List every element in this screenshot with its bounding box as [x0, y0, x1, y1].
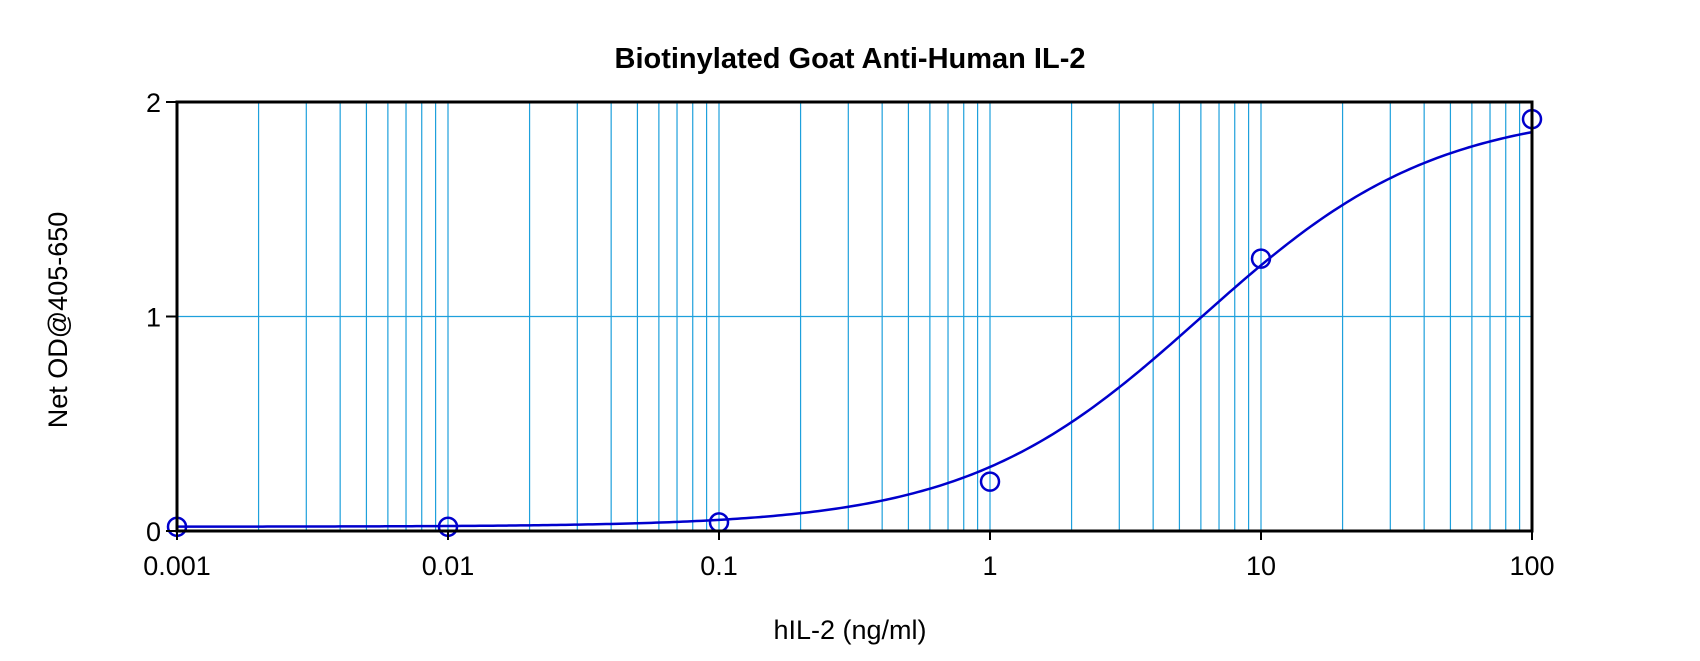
x-axis-label: hIL-2 (ng/ml) [773, 615, 926, 645]
y-tick-label: 2 [146, 88, 161, 118]
x-tick-label: 0.001 [143, 551, 211, 581]
x-axis-ticks: 0.001 0.01 0.1 1 10 100 [143, 531, 1555, 581]
x-tick-label: 1 [982, 551, 997, 581]
y-axis-label: Net OD@405-650 [43, 212, 73, 429]
data-points [166, 108, 1543, 537]
x-tick-label: 100 [1509, 551, 1554, 581]
x-tick-label: 10 [1246, 551, 1276, 581]
grid [177, 102, 1532, 531]
x-tick-label: 0.01 [422, 551, 475, 581]
y-tick-label: 1 [146, 303, 161, 333]
y-axis-ticks: 0 1 2 [146, 88, 177, 547]
fit-curve [177, 130, 1533, 528]
data-point [1250, 248, 1272, 269]
x-tick-label: 0.1 [700, 551, 738, 581]
data-point [979, 471, 1001, 492]
chart-title: Biotinylated Goat Anti-Human IL-2 [615, 43, 1086, 75]
fit-curve-layer [177, 130, 1533, 528]
y-tick-label: 0 [146, 517, 161, 547]
